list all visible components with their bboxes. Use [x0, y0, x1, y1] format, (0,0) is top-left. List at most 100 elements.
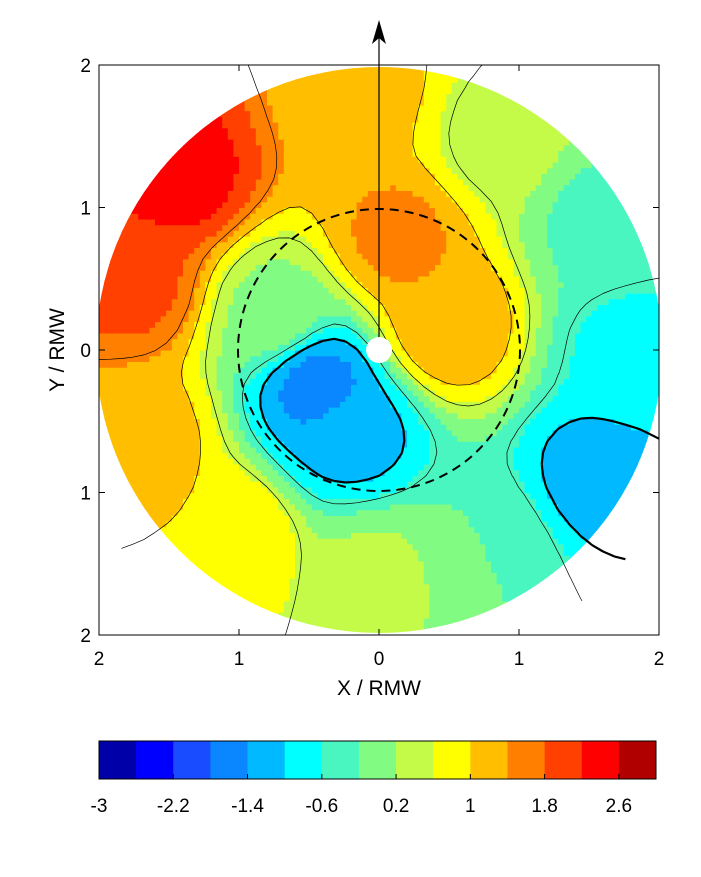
field-cell — [519, 424, 526, 431]
field-cell — [272, 486, 279, 494]
field-cell — [401, 481, 408, 488]
field-cell — [227, 401, 234, 408]
field-cell — [603, 395, 610, 402]
field-cell — [261, 298, 268, 305]
field-cell — [558, 572, 565, 579]
field-cell — [446, 572, 453, 579]
field-cell — [188, 310, 195, 317]
field-cell — [205, 578, 212, 585]
field-cell — [608, 412, 615, 419]
field-cell — [261, 606, 268, 613]
field-cell — [373, 532, 380, 539]
field-cell — [575, 332, 582, 340]
field-cell — [317, 458, 324, 465]
field-cell — [541, 344, 548, 351]
field-cell — [351, 355, 358, 362]
field-cell — [418, 327, 425, 334]
field-cell — [597, 469, 604, 476]
field-cell — [323, 310, 330, 317]
field-cell — [440, 543, 447, 551]
field-cell — [407, 589, 414, 596]
field-cell — [328, 600, 335, 608]
field-cell — [317, 555, 324, 562]
field-cell — [379, 321, 386, 328]
field-cell — [524, 549, 531, 556]
field-cell — [547, 389, 554, 397]
field-cell — [619, 372, 626, 380]
field-cell — [468, 572, 475, 579]
field-cell — [642, 412, 649, 419]
field-cell — [423, 338, 430, 345]
field-cell — [351, 498, 358, 505]
field-cell — [485, 407, 492, 414]
field-cell — [457, 503, 464, 511]
field-cell — [199, 378, 206, 385]
field-cell — [401, 304, 408, 311]
field-cell — [507, 361, 514, 368]
field-cell — [552, 321, 559, 328]
field-cell — [435, 612, 442, 619]
field-cell — [267, 555, 274, 562]
field-cell — [300, 412, 307, 419]
field-cell — [541, 509, 548, 516]
field-cell — [216, 389, 223, 397]
field-cell — [239, 407, 246, 414]
field-cell — [401, 310, 408, 317]
field-cell — [222, 418, 229, 425]
field-cell — [323, 338, 330, 345]
field-cell — [423, 446, 430, 454]
field-cell — [429, 503, 436, 511]
field-cell — [619, 310, 626, 317]
field-cell — [519, 350, 526, 357]
field-cell — [311, 361, 318, 368]
field-cell — [513, 310, 520, 317]
field-cell — [530, 429, 537, 437]
field-cell — [558, 350, 565, 357]
field-cell — [188, 378, 195, 385]
field-cell — [390, 298, 397, 305]
field-cell — [362, 395, 369, 402]
field-cell — [177, 526, 184, 533]
field-cell — [233, 578, 240, 585]
field-cell — [261, 452, 268, 459]
field-cell — [418, 298, 425, 305]
field-cell — [446, 475, 453, 482]
field-cell — [138, 503, 145, 511]
field-cell — [255, 555, 262, 562]
field-cell — [155, 441, 162, 448]
field-cell — [384, 389, 391, 397]
field-cell — [591, 372, 598, 380]
field-cell — [390, 407, 397, 414]
field-cell — [317, 515, 324, 522]
field-cell — [283, 549, 290, 556]
field-cell — [362, 384, 369, 391]
field-cell — [317, 503, 324, 511]
field-cell — [177, 372, 184, 380]
field-cell — [631, 475, 638, 482]
field-cell — [541, 515, 548, 522]
field-cell — [110, 332, 117, 340]
field-cell — [255, 372, 262, 380]
field-cell — [233, 555, 240, 562]
field-cell — [362, 412, 369, 419]
field-cell — [485, 498, 492, 505]
field-cell — [401, 298, 408, 305]
field-cell — [502, 389, 509, 397]
field-cell — [429, 555, 436, 562]
field-cell — [569, 458, 576, 465]
field-cell — [289, 583, 296, 590]
field-cell — [300, 555, 307, 562]
field-cell — [311, 418, 318, 425]
field-cell — [295, 509, 302, 516]
field-cell — [580, 355, 587, 362]
field-cell — [155, 429, 162, 437]
field-cell — [429, 435, 436, 442]
field-cell — [379, 446, 386, 454]
field-cell — [183, 361, 190, 368]
field-cell — [507, 424, 514, 431]
field-cell — [580, 395, 587, 402]
field-cell — [468, 589, 475, 596]
field-cell — [222, 378, 229, 385]
field-cell — [558, 492, 565, 499]
field-cell — [278, 407, 285, 414]
